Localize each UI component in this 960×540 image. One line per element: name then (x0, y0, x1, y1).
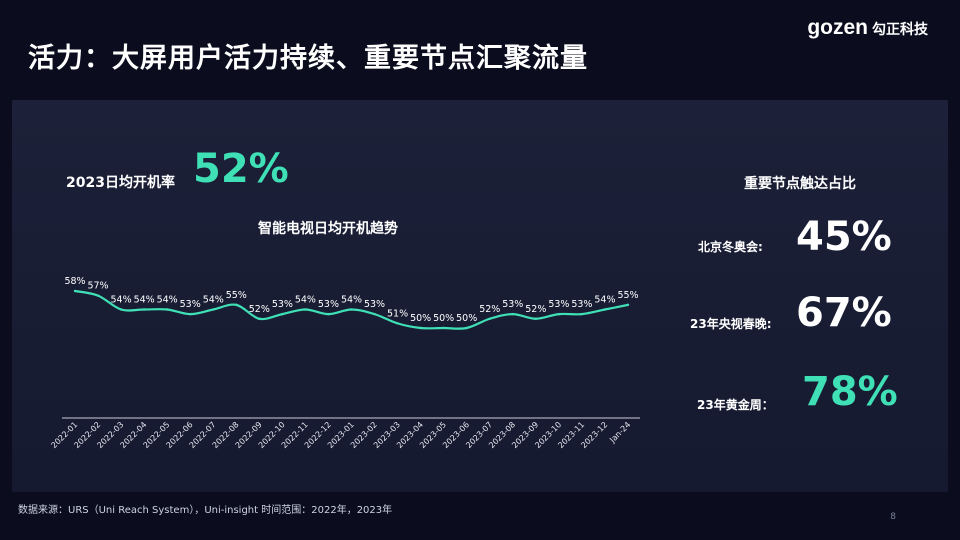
value-label-2022-04: 54% (134, 295, 155, 306)
value-label-2023-03: 51% (387, 308, 408, 319)
value-label-2022-02: 57% (87, 281, 108, 292)
data-point-2023-10 (557, 312, 561, 316)
value-label-2022-08: 55% (226, 290, 247, 301)
stat-label-olympics: 北京冬奥会: (698, 240, 763, 254)
value-label-2023-06: 50% (456, 313, 477, 324)
page-number: 8 (890, 512, 896, 522)
value-label-2022-05: 54% (157, 295, 178, 306)
value-label-2023-12: 54% (594, 295, 615, 306)
data-point-2023-09 (534, 317, 538, 320)
data-point-2023-04 (419, 326, 422, 330)
value-label-2023-09: 52% (525, 304, 546, 315)
data-point-2022-10 (281, 312, 284, 316)
data-point-2023-01 (350, 308, 353, 311)
value-label-2023-04: 50% (410, 313, 431, 324)
daily-rate-value: 52% (193, 146, 289, 192)
data-point-2023-02 (373, 312, 376, 316)
data-point-2022-07 (212, 308, 215, 311)
stat-value-golden-week: 78% (802, 369, 898, 415)
value-label-2022-11: 54% (295, 295, 316, 306)
data-point-2022-03 (119, 308, 123, 311)
value-label-2023-05: 50% (433, 313, 454, 324)
data-point-2022-09 (258, 317, 261, 320)
value-label-2023-11: 53% (571, 299, 592, 310)
data-point-2022-01 (73, 289, 77, 293)
logo-name: 勾正科技 (872, 22, 928, 38)
x-tick-label-Jan-24: Jan-24 (607, 420, 632, 445)
value-label-2022-10: 53% (272, 299, 293, 310)
value-label-2023-07: 52% (479, 304, 500, 315)
data-point-2023-03 (396, 322, 399, 325)
value-label-Jan-24: 55% (617, 290, 638, 301)
value-label-2022-01: 58% (64, 276, 85, 287)
data-point-2022-06 (189, 312, 192, 316)
stat-label-gala: 23年央视春晚: (690, 317, 772, 331)
stat-value-olympics: 45% (796, 214, 892, 260)
value-label-2023-01: 54% (341, 295, 362, 306)
value-label-2022-07: 54% (203, 295, 224, 306)
data-point-2022-05 (165, 308, 169, 311)
data-point-2023-06 (465, 326, 468, 330)
value-label-2023-02: 53% (364, 299, 385, 310)
value-label-2022-12: 53% (318, 299, 339, 310)
data-point-Jan-24 (626, 303, 630, 307)
value-label-2022-06: 53% (180, 299, 201, 310)
stat-value-gala: 67% (796, 290, 892, 336)
daily-rate-label: 2023日均开机率 (66, 175, 175, 191)
brand-logo: gozen 勾正科技 (807, 16, 928, 40)
chart-title: 智能电视日均开机趋势 (258, 221, 398, 237)
data-point-2023-12 (603, 308, 607, 311)
data-point-2022-04 (142, 308, 146, 311)
value-label-2023-10: 53% (548, 299, 569, 310)
content-panel (12, 100, 948, 492)
value-label-2023-08: 53% (502, 299, 523, 310)
data-source-note: 数据来源：URS（Uni Reach System），Uni-insight 时… (18, 505, 393, 516)
page-title: 活力：大屏用户活力持续、重要节点汇聚流量 (28, 43, 588, 74)
data-point-2023-11 (580, 312, 584, 316)
data-point-2022-02 (96, 294, 100, 297)
stats-title: 重要节点触达占比 (744, 176, 856, 192)
data-point-2023-05 (442, 326, 445, 330)
stat-label-golden-week: 23年黄金周： (697, 398, 774, 412)
data-point-2022-08 (235, 303, 238, 307)
data-point-2022-11 (304, 308, 307, 311)
value-label-2022-09: 52% (249, 304, 270, 315)
data-point-2023-08 (511, 312, 514, 316)
value-label-2022-03: 54% (111, 295, 132, 306)
data-point-2023-07 (488, 317, 491, 320)
data-point-2022-12 (327, 312, 330, 316)
logo-mark: gozen (807, 16, 868, 39)
